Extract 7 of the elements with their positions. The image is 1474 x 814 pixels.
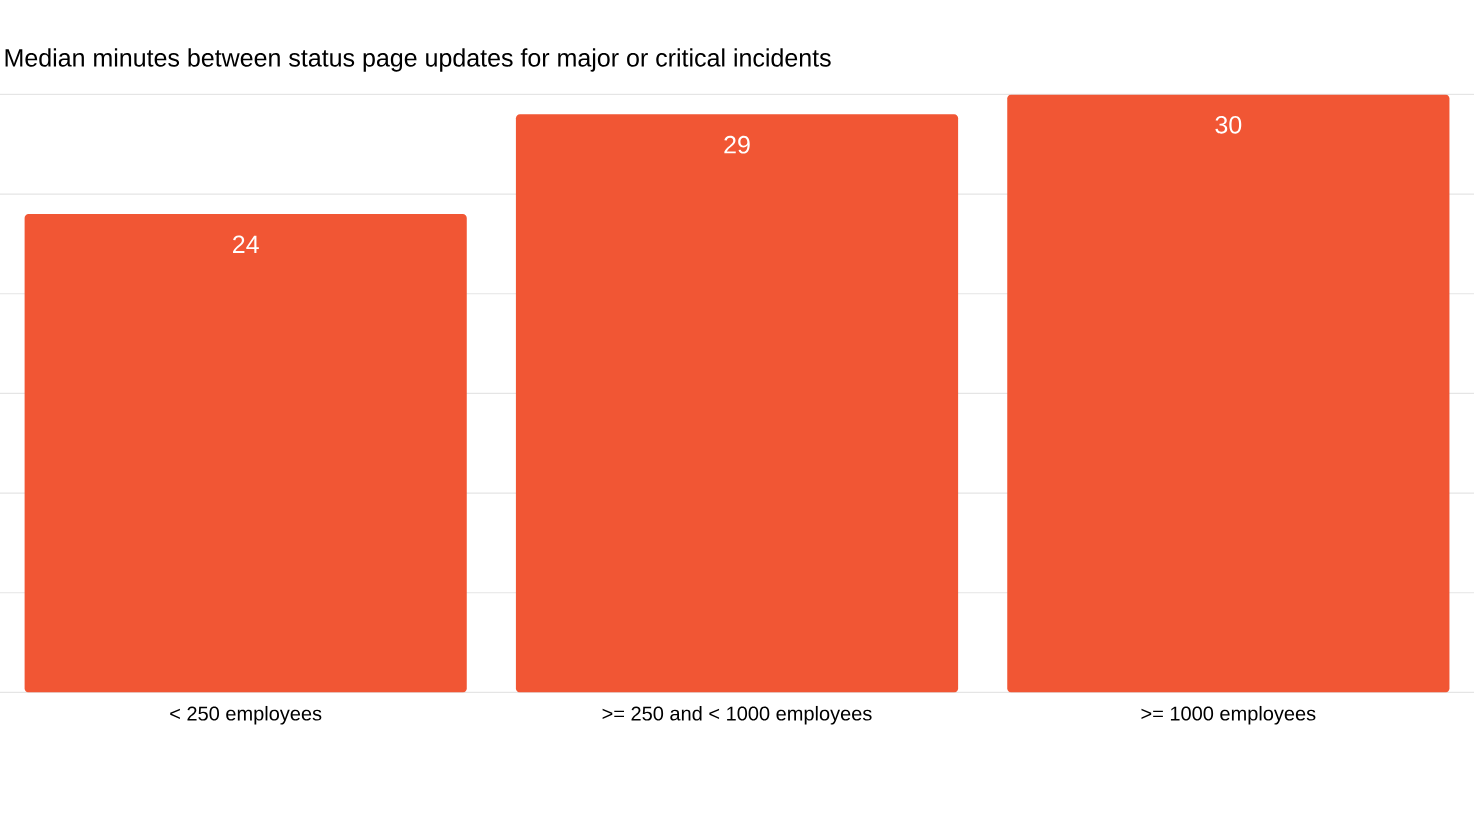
x-tick-label: >= 250 and < 1000 employees [602, 705, 872, 725]
x-tick-label: < 250 employees [170, 705, 322, 725]
data-label: 29 [724, 135, 750, 154]
data-label: 24 [233, 235, 259, 253]
x-tick-label: >= 1000 employees [1141, 705, 1316, 725]
data-label: 30 [1215, 115, 1242, 134]
chart-title: Median minutes between status page updates for major or critical incidents [5, 48, 831, 72]
